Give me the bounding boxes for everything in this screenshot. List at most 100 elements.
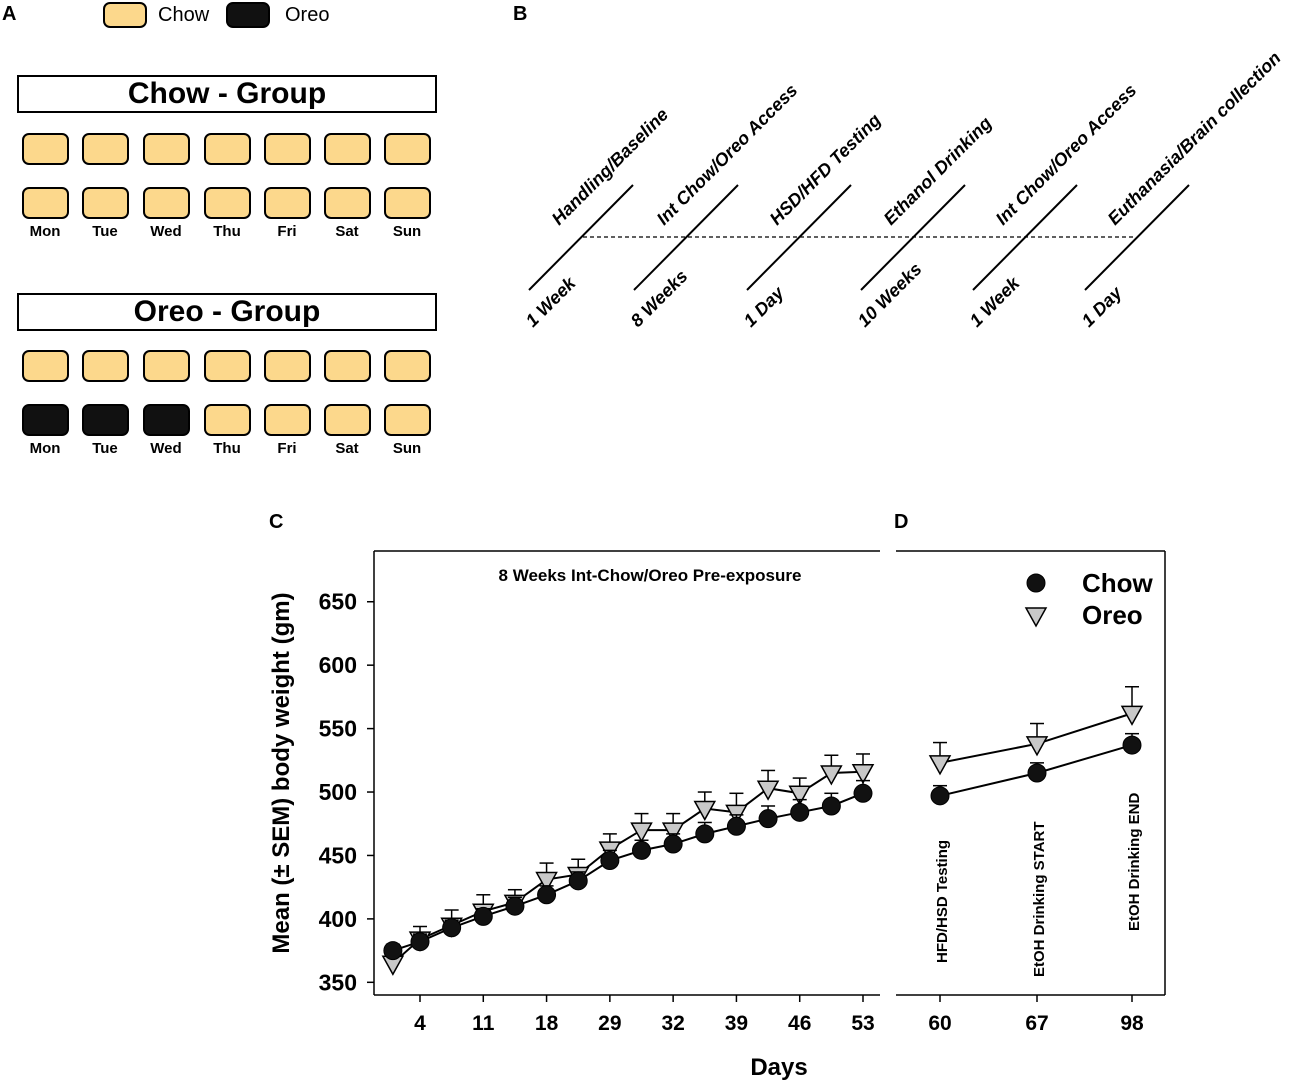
- y-tick-label: 550: [319, 716, 357, 742]
- chow-day-cell: [384, 133, 431, 165]
- y-tick-label: 600: [319, 652, 357, 678]
- day-label: Sun: [392, 440, 422, 457]
- panel-d-oreo-point: [1120, 705, 1144, 726]
- panel-d-annotation: HFD/HSD Testing: [934, 840, 951, 963]
- panel-c-chow-point: [790, 802, 810, 822]
- y-tick-label: 350: [319, 969, 357, 995]
- chow-day-cell: [264, 404, 311, 436]
- timeline-stage-tick: [746, 184, 852, 291]
- day-label: Tue: [92, 440, 118, 457]
- panel-c-chow-point: [537, 885, 557, 905]
- y-tick-label: 650: [319, 589, 357, 615]
- timeline-stage-tick: [633, 184, 739, 291]
- timeline-stage-tick: [860, 184, 966, 291]
- x-tick-label: 39: [725, 1012, 748, 1035]
- legend-chow-label: Chow: [158, 4, 210, 26]
- legend-chow-swatch: [103, 2, 147, 28]
- timeline-stage-tick: [972, 184, 1078, 291]
- day-label: Mon: [29, 440, 61, 457]
- chow-day-cell: [22, 187, 69, 219]
- panel-c-oreo-point: [535, 871, 558, 893]
- x-tick-label: 32: [661, 1012, 684, 1035]
- oreo-day-cell: [82, 404, 129, 436]
- x-axis-label: Days: [750, 1054, 807, 1081]
- panel-c-oreo-point: [820, 765, 843, 786]
- timeline-stage-tick: [1084, 184, 1190, 291]
- panel-c-chow-point: [726, 816, 746, 836]
- chow-day-cell: [384, 404, 431, 436]
- x-tick-label: 18: [535, 1012, 559, 1035]
- chow-day-cell: [324, 404, 371, 436]
- panel-c-letter: C: [269, 511, 284, 533]
- panel-c-chow-point: [821, 796, 841, 816]
- chow-day-cell: [204, 133, 251, 165]
- day-label: Tue: [92, 223, 118, 240]
- panel-c-oreo-line: [392, 770, 864, 965]
- day-label: Wed: [150, 440, 182, 457]
- panel-c-chow-point: [442, 918, 462, 938]
- y-tick-label: 400: [319, 906, 357, 932]
- chow-day-cell: [22, 350, 69, 382]
- day-label: Mon: [29, 223, 61, 240]
- day-label: Fri: [277, 223, 297, 240]
- chow-day-cell: [82, 350, 129, 382]
- x-tick-label: 60: [928, 1012, 951, 1035]
- y-tick-label: 500: [319, 779, 357, 805]
- day-label: Wed: [150, 223, 182, 240]
- chow-day-cell: [264, 133, 311, 165]
- legend-chow-marker: [1026, 573, 1046, 593]
- chow-day-cell: [384, 187, 431, 219]
- legend-oreo-swatch: [226, 2, 270, 28]
- chart-title: 8 Weeks Int-Chow/Oreo Pre-exposure: [499, 566, 802, 585]
- panel-c-chow-point: [695, 824, 715, 844]
- panel-d-oreo-point: [1025, 736, 1049, 757]
- x-tick-label: 46: [788, 1012, 811, 1035]
- chow-day-cell: [324, 187, 371, 219]
- panel-c-oreo-point: [756, 780, 780, 801]
- panel-a-letter: A: [2, 3, 17, 25]
- oreo-group-title: Oreo - Group: [17, 293, 437, 331]
- panel-d-annotation: EtOH Drinking END: [1126, 792, 1143, 931]
- panel-d-annotation: EtOH Drinking START: [1031, 821, 1048, 977]
- x-tick-label: 4: [414, 1012, 426, 1035]
- timeline-stage-tick: [528, 184, 634, 291]
- day-label: Fri: [277, 440, 297, 457]
- legend-chow-text: Chow: [1082, 568, 1154, 598]
- chow-day-cell: [143, 187, 190, 219]
- panel-c-chow-point: [853, 783, 873, 803]
- panel-c-oreo-point: [788, 785, 811, 806]
- oreo-day-cell: [143, 404, 190, 436]
- panel-c-chow-point: [473, 906, 493, 926]
- panel-d-letter: D: [894, 511, 909, 533]
- chow-day-cell: [204, 404, 251, 436]
- panel-c-chow-point: [600, 851, 620, 871]
- x-tick-label: 98: [1120, 1012, 1144, 1035]
- oreo-day-cell: [22, 404, 69, 436]
- chow-day-cell: [384, 350, 431, 382]
- panel-c-chow-point: [383, 941, 403, 961]
- day-label: Sat: [335, 440, 359, 457]
- chow-day-cell: [264, 350, 311, 382]
- panel-c-chow-line: [392, 792, 864, 952]
- legend-oreo-text: Oreo: [1082, 600, 1143, 630]
- chow-day-cell: [264, 187, 311, 219]
- x-tick-label: 67: [1025, 1012, 1048, 1035]
- panel-c-oreo-point: [851, 763, 875, 785]
- legend-oreo-label: Oreo: [285, 4, 330, 26]
- chow-group-title: Chow - Group: [17, 75, 437, 113]
- day-label: Sat: [335, 223, 359, 240]
- legend-oreo-marker: [1024, 607, 1048, 628]
- day-label: Sun: [392, 223, 422, 240]
- x-tick-label: 29: [598, 1012, 621, 1035]
- chow-day-cell: [324, 350, 371, 382]
- day-label: Thu: [213, 440, 241, 457]
- panel-d-chow-point: [1027, 763, 1047, 783]
- y-axis-label: Mean (± SEM) body weight (gm): [268, 592, 295, 953]
- panel-d-chow-point: [930, 786, 950, 806]
- x-tick-label: 53: [851, 1012, 874, 1035]
- y-tick-label: 450: [319, 842, 357, 868]
- day-label: Thu: [213, 223, 241, 240]
- chow-day-cell: [22, 133, 69, 165]
